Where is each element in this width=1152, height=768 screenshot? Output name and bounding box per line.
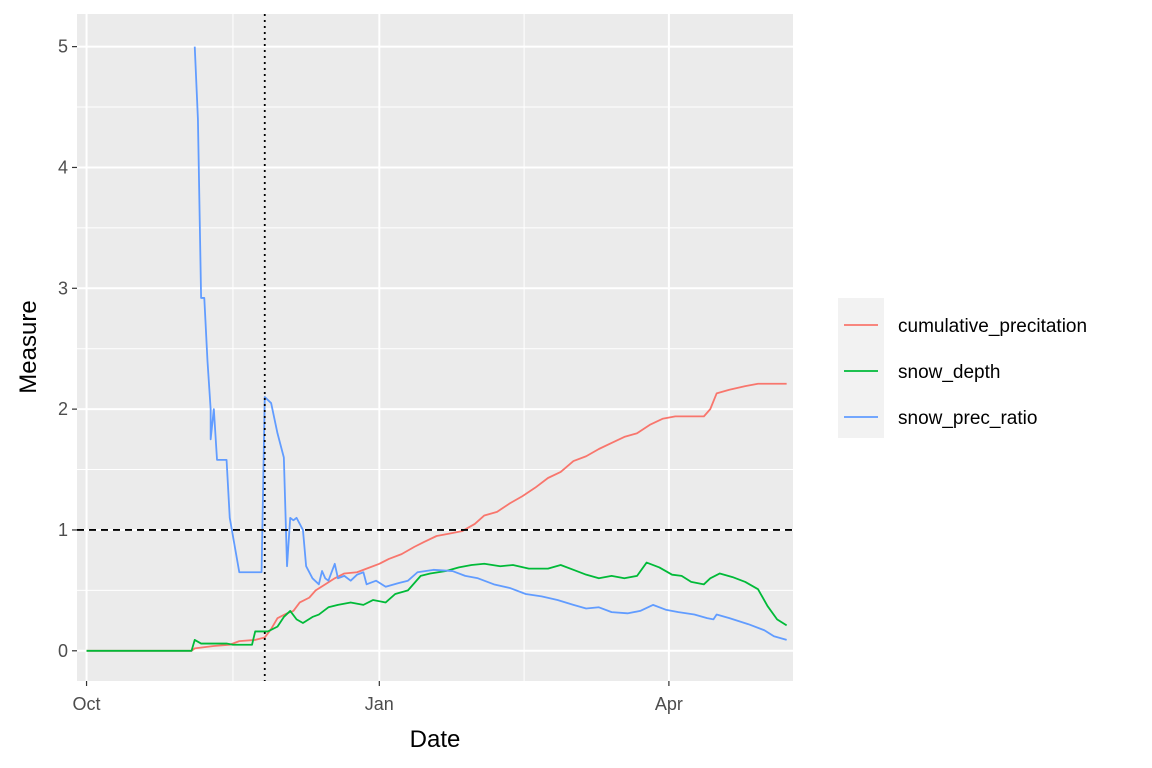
series-line-cumulative-precitation — [86, 382, 787, 652]
legend-label: snow_depth — [898, 362, 1000, 383]
y-tick-label: 1 — [58, 520, 68, 540]
x-tick-labels: Oct Jan Apr — [73, 694, 683, 714]
y-tick-label: 4 — [58, 157, 68, 177]
series-line-snow-depth — [86, 561, 788, 652]
major-gridlines — [77, 14, 793, 681]
axis-ticks — [72, 46, 670, 686]
minor-gridlines — [77, 14, 793, 681]
y-axis-title: Measure — [15, 300, 42, 393]
y-tick-label: 3 — [58, 278, 68, 298]
x-tick-label: Jan — [365, 694, 394, 714]
y-tick-label: 0 — [58, 641, 68, 661]
legend-label: snow_prec_ratio — [898, 408, 1037, 429]
series-lines — [86, 46, 788, 652]
x-tick-label: Apr — [655, 694, 683, 714]
plot-panel — [77, 14, 793, 681]
series-line-snow-prec-ratio — [193, 46, 787, 641]
x-axis-title: Date — [410, 726, 461, 753]
legend-box — [838, 298, 884, 438]
legend: cumulative_precitation snow_depth snow_pre… — [844, 316, 1087, 429]
legend-label: cumulative_precitation — [898, 316, 1087, 337]
y-tick-label: 5 — [58, 37, 68, 57]
y-tick-label: 2 — [58, 399, 68, 419]
y-tick-labels: 0 1 2 3 4 5 — [58, 37, 68, 661]
x-tick-label: Oct — [73, 694, 101, 714]
